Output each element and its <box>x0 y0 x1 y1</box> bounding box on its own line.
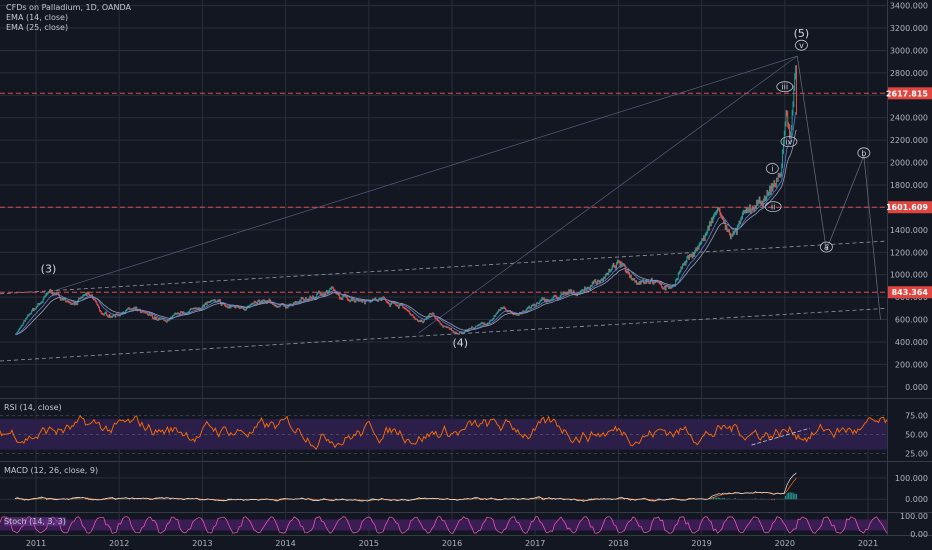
channel-upper-line <box>0 240 888 295</box>
rsi-title[interactable]: RSI (14, close) <box>4 403 62 412</box>
wave-label: ii <box>771 203 775 212</box>
y-tick-label: 1000.000 <box>890 271 928 280</box>
y-tick-label: 2000.000 <box>890 159 928 168</box>
projection-path <box>796 56 881 320</box>
rsi-tick-label: 75.00 <box>905 411 928 420</box>
macd-signal-line <box>15 477 797 502</box>
macd-pane[interactable] <box>0 472 887 502</box>
wave-label-circle <box>780 136 798 148</box>
y-tick-label: 2800.000 <box>890 69 928 78</box>
axes-layer: 2011 2012 2013 2014 2015 2016 2017 2018 2019 2020… <box>26 2 932 548</box>
level-label: 843.364 <box>892 288 929 297</box>
x-tick-label: 2012 <box>109 539 129 548</box>
y-tick-label: 3000.000 <box>890 46 928 55</box>
y-tick-label: 400.000 <box>895 338 928 347</box>
wave-label-circle <box>776 81 794 93</box>
x-tick-label: 2014 <box>275 539 295 548</box>
x-tick-label: 2018 <box>608 539 628 548</box>
wave-label-circle <box>820 241 833 253</box>
macd-title[interactable]: MACD (12, 26, close, 9) <box>4 466 99 475</box>
channel-lower-line <box>0 307 888 362</box>
y-tick-label: 1400.000 <box>890 226 928 235</box>
chart-title[interactable]: CFDs on Palladium, 1D, OANDA <box>6 3 131 12</box>
macd-tick-label: 100.000 <box>895 474 928 483</box>
x-tick-label: 2015 <box>359 539 379 548</box>
fan-line <box>418 55 798 334</box>
stoch-line <box>0 516 888 534</box>
stoch-pane[interactable] <box>0 516 888 534</box>
stoch-band <box>0 519 887 531</box>
ema14-line <box>15 112 797 335</box>
rsi-line <box>0 415 888 450</box>
level-label-box <box>888 286 932 299</box>
level-label-box <box>888 87 932 100</box>
macd-tick-label: 0.000 <box>905 495 928 504</box>
y-tick-label: 200.000 <box>895 360 928 369</box>
wave-label: (5) <box>794 27 810 40</box>
rsi-trendline <box>751 427 810 446</box>
rsi-pane[interactable] <box>0 414 888 454</box>
wave-label: (4) <box>453 336 469 349</box>
wave-label-circle <box>765 163 779 174</box>
stoch-title[interactable]: Stoch (14, 3, 3) <box>4 517 66 526</box>
x-tick-label: 2013 <box>192 539 212 548</box>
wave-label-circle <box>764 201 782 213</box>
wave-label: b <box>861 149 866 158</box>
wave-label: iii <box>781 83 788 92</box>
y-tick-label: 3200.000 <box>890 24 928 33</box>
wave-label-circle <box>795 39 808 51</box>
y-tick-label: 0.000 <box>905 383 928 392</box>
y-tick-label: 3400.000 <box>890 2 928 11</box>
x-tick-label: 2019 <box>691 539 711 548</box>
wave-label: i <box>771 165 773 174</box>
wave-label: v <box>799 41 804 50</box>
ema25-line <box>15 129 797 335</box>
y-tick-label: 1800.000 <box>890 181 928 190</box>
level-label: 1601.609 <box>886 203 928 212</box>
stoch-tick-label: 100.00 <box>900 512 928 521</box>
chart-legend: CFDs on Palladium, 1D, OANDA EMA (14, cl… <box>6 3 131 33</box>
level-label: 2617.815 <box>886 89 928 98</box>
wave-label: a <box>824 243 829 252</box>
y-tick-label: 2200.000 <box>890 136 928 145</box>
rsi-tick-label: 50.00 <box>905 430 928 439</box>
x-tick-label: 2011 <box>26 539 46 548</box>
level-label-box <box>888 201 932 214</box>
x-tick-label: 2016 <box>442 539 462 548</box>
macd-line <box>15 472 797 502</box>
ema14-legend[interactable]: EMA (14, close) <box>6 13 69 22</box>
wave-label-circle <box>857 147 871 159</box>
y-tick-label: 1200.000 <box>890 248 928 257</box>
fan-line <box>44 55 798 295</box>
grid-layer <box>0 0 932 536</box>
ema25-legend[interactable]: EMA (25, close) <box>6 23 69 32</box>
x-tick-label: 2020 <box>775 539 795 548</box>
rsi-tick-label: 25.00 <box>905 449 928 458</box>
y-tick-label: 600.000 <box>895 316 928 325</box>
stoch-tick-label: 0.00 <box>910 530 928 539</box>
y-tick-label: 2400.000 <box>890 114 928 123</box>
wave-label: (3) <box>41 262 57 275</box>
wave-label: iv <box>785 138 792 147</box>
x-tick-label: 2021 <box>858 539 878 548</box>
x-tick-label: 2017 <box>525 539 545 548</box>
